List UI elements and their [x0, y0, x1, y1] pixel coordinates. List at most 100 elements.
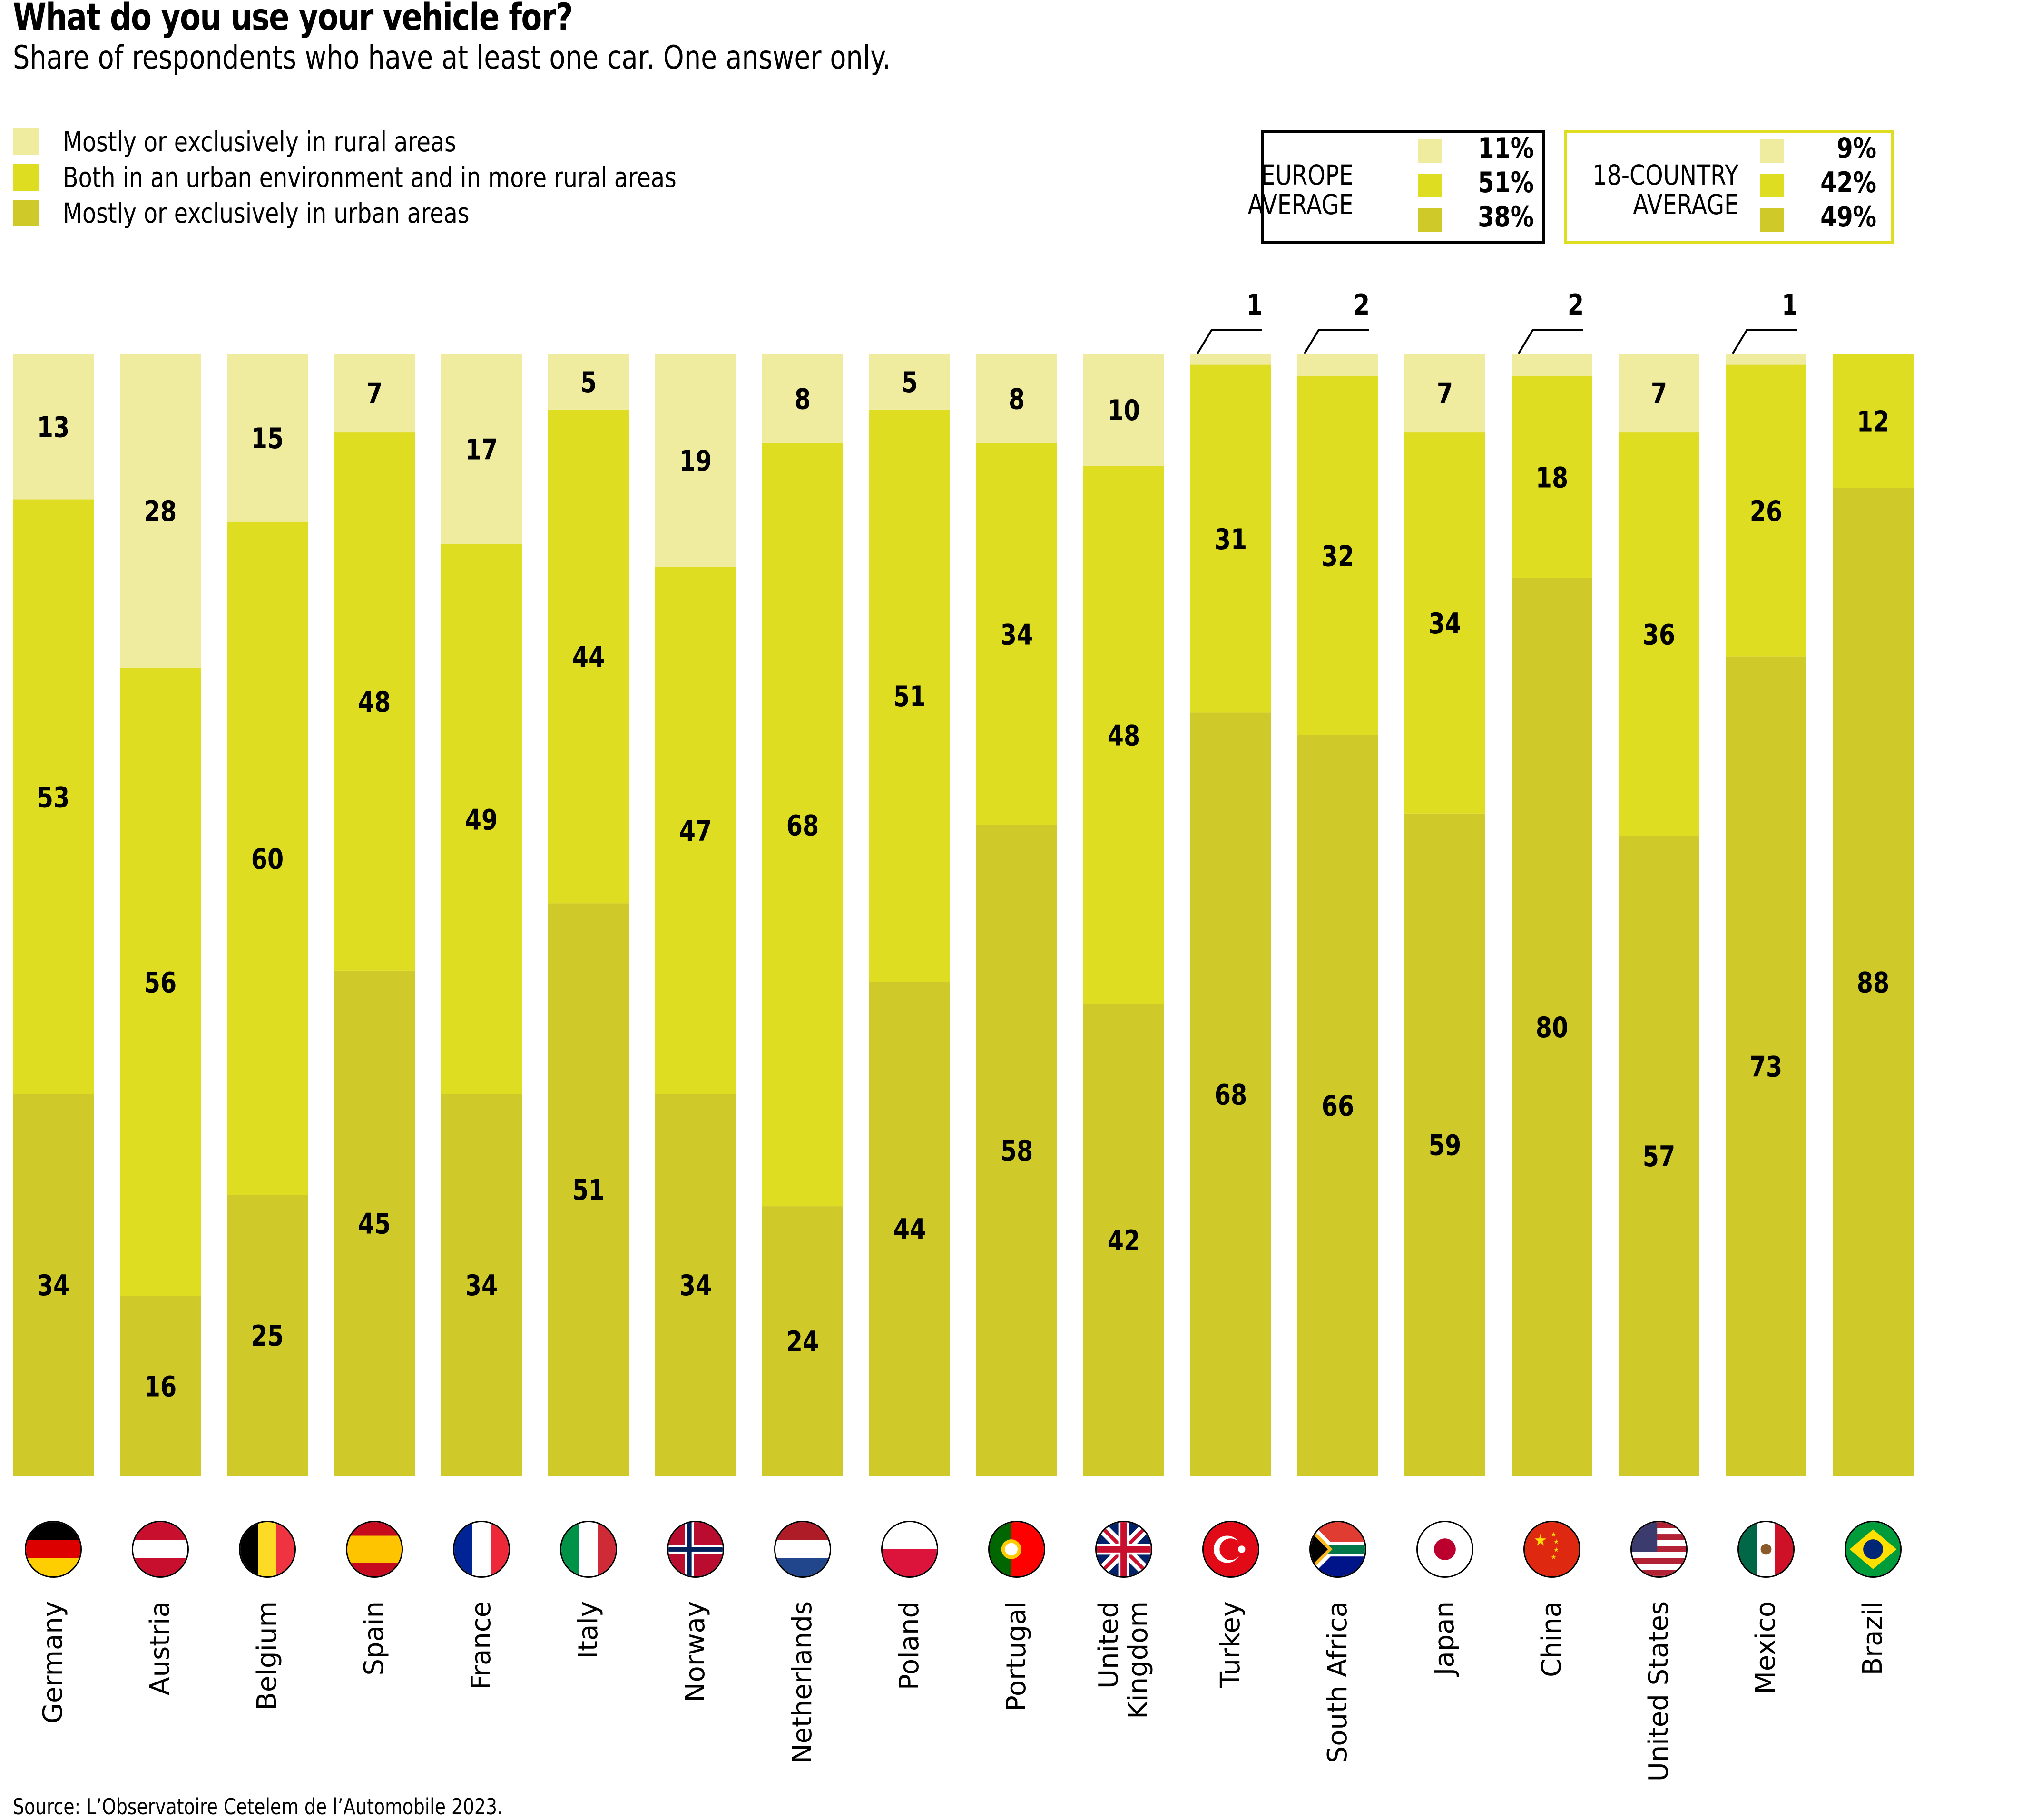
- bar-rural-united-states: [1619, 354, 1699, 433]
- bar-rural-japan: [1404, 354, 1485, 433]
- bar-urban-norway: [655, 1094, 736, 1476]
- data-label-rural-united-kingdom: 10: [1108, 394, 1140, 427]
- europe-average-title: EUROPE AVERAGE: [1247, 160, 1353, 219]
- bar-both-italy: [548, 409, 629, 904]
- country-label-poland: Poland: [894, 1601, 925, 1690]
- data-label-both-brazil: 12: [1857, 405, 1889, 438]
- europe-swatch-urban: [1418, 208, 1442, 232]
- bar-both-turkey: [1190, 364, 1271, 713]
- data-label-rural-spain: 7: [366, 377, 383, 410]
- data-label-both-spain: 48: [358, 685, 391, 718]
- data-label-both-china: 18: [1536, 461, 1568, 494]
- data-label-urban-france: 34: [465, 1269, 498, 1302]
- world-swatch-rural: [1760, 139, 1784, 163]
- country-label-united-states: United States: [1643, 1601, 1674, 1782]
- svg-text:★: ★: [1551, 1554, 1556, 1561]
- legend-label-both: Both in an urban environment and in more…: [63, 161, 677, 194]
- bar-both-japan: [1404, 432, 1485, 814]
- world-average-title-line2: AVERAGE: [1633, 188, 1738, 221]
- bar-both-germany: [13, 499, 94, 1094]
- world-average-title: 18-COUNTRY AVERAGE: [1592, 160, 1738, 219]
- flag-turkey-icon: [1202, 1521, 1259, 1578]
- bar-both-south-africa: [1297, 376, 1378, 735]
- bar-urban-japan: [1404, 813, 1485, 1476]
- country-label-austria: Austria: [145, 1601, 176, 1695]
- callout-line-south-africa: [1304, 329, 1369, 354]
- data-label-urban-china: 80: [1536, 1011, 1568, 1044]
- world-average-title-line1: 18-COUNTRY: [1592, 159, 1738, 191]
- bar-both-austria: [120, 668, 201, 1296]
- europe-value-both: 51%: [1478, 166, 1534, 199]
- bar-urban-poland: [869, 982, 950, 1476]
- world-swatch-urban: [1760, 208, 1784, 232]
- bar-both-china: [1512, 376, 1592, 578]
- world-value-rural: 9%: [1836, 132, 1876, 165]
- flag-brazil-icon: [1845, 1521, 1902, 1578]
- data-label-rural-poland: 5: [902, 365, 918, 399]
- data-label-rural-united-states: 7: [1651, 377, 1667, 410]
- europe-average-title-line1: EUROPE: [1260, 159, 1353, 191]
- data-label-both-united-kingdom: 48: [1108, 719, 1140, 752]
- bar-both-belgium: [227, 521, 308, 1195]
- svg-text:★: ★: [1534, 1531, 1547, 1550]
- svg-text:★: ★: [1554, 1539, 1559, 1546]
- data-label-urban-united-kingdom: 42: [1108, 1224, 1140, 1257]
- chart-title: What do you use your vehicle for?: [13, 0, 573, 39]
- data-label-rural-norway: 19: [679, 444, 712, 477]
- flag-portugal-icon: [988, 1521, 1045, 1578]
- data-label-urban-spain: 45: [358, 1207, 391, 1240]
- data-label-both-norway: 47: [679, 814, 712, 847]
- bar-rural-united-kingdom: [1083, 354, 1164, 466]
- data-label-rural-portugal: 8: [1009, 383, 1025, 416]
- bar-both-brazil: [1833, 354, 1914, 488]
- flag-germany-icon: [25, 1521, 82, 1578]
- data-label-urban-germany: 34: [37, 1269, 69, 1302]
- bar-urban-germany: [13, 1094, 94, 1476]
- bar-both-united-states: [1619, 432, 1699, 836]
- europe-average-title-line2: AVERAGE: [1247, 188, 1353, 221]
- bar-urban-italy: [548, 903, 629, 1476]
- data-label-rural-france: 17: [465, 433, 498, 466]
- world-value-both: 42%: [1820, 166, 1876, 199]
- country-label-japan: Japan: [1429, 1601, 1460, 1676]
- flag-united-states-icon: [1630, 1521, 1688, 1578]
- country-label-mexico: Mexico: [1750, 1601, 1781, 1694]
- flag-spain-icon: [346, 1521, 403, 1578]
- flag-japan-icon: [1416, 1521, 1473, 1578]
- data-label-urban-netherlands: 24: [786, 1325, 819, 1358]
- callout-line-mexico: [1732, 329, 1797, 354]
- data-label-urban-united-states: 57: [1643, 1140, 1675, 1173]
- bar-urban-brazil: [1833, 488, 1914, 1476]
- bar-urban-turkey: [1190, 712, 1271, 1476]
- country-label-china: China: [1536, 1601, 1567, 1677]
- data-label-rural-italy: 5: [580, 365, 597, 399]
- data-label-urban-brazil: 88: [1857, 966, 1889, 999]
- data-label-both-italy: 44: [572, 640, 605, 674]
- data-label-urban-south-africa: 66: [1322, 1089, 1354, 1122]
- data-label-urban-mexico: 73: [1750, 1050, 1782, 1083]
- data-label-urban-italy: 51: [572, 1173, 605, 1207]
- svg-text:★: ★: [1554, 1547, 1559, 1554]
- country-label-france: France: [466, 1601, 497, 1690]
- bar-rural-norway: [655, 354, 736, 567]
- data-label-both-netherlands: 68: [786, 809, 819, 842]
- world-value-urban: 49%: [1820, 200, 1876, 234]
- country-label-spain: Spain: [359, 1601, 390, 1676]
- bar-rural-turkey: [1190, 354, 1271, 365]
- data-label-rural-germany: 13: [37, 410, 69, 443]
- data-label-both-south-africa: 32: [1322, 540, 1354, 573]
- bar-rural-belgium: [227, 354, 308, 522]
- bar-both-norway: [655, 567, 736, 1094]
- bar-rural-china: [1512, 354, 1592, 376]
- flag-france-icon: [453, 1521, 510, 1578]
- data-label-urban-japan: 59: [1429, 1129, 1461, 1162]
- data-label-both-poland: 51: [893, 679, 926, 713]
- country-label-south-africa: South Africa: [1322, 1601, 1353, 1763]
- bar-urban-spain: [334, 970, 415, 1476]
- data-label-rural-netherlands: 8: [795, 383, 811, 416]
- bar-rural-portugal: [976, 354, 1057, 443]
- flag-south-africa-icon: [1309, 1521, 1366, 1578]
- europe-value-urban: 38%: [1478, 200, 1534, 234]
- world-average-box: 18-COUNTRY AVERAGE 9% 42% 49%: [1564, 130, 1894, 244]
- bar-urban-belgium: [227, 1195, 308, 1476]
